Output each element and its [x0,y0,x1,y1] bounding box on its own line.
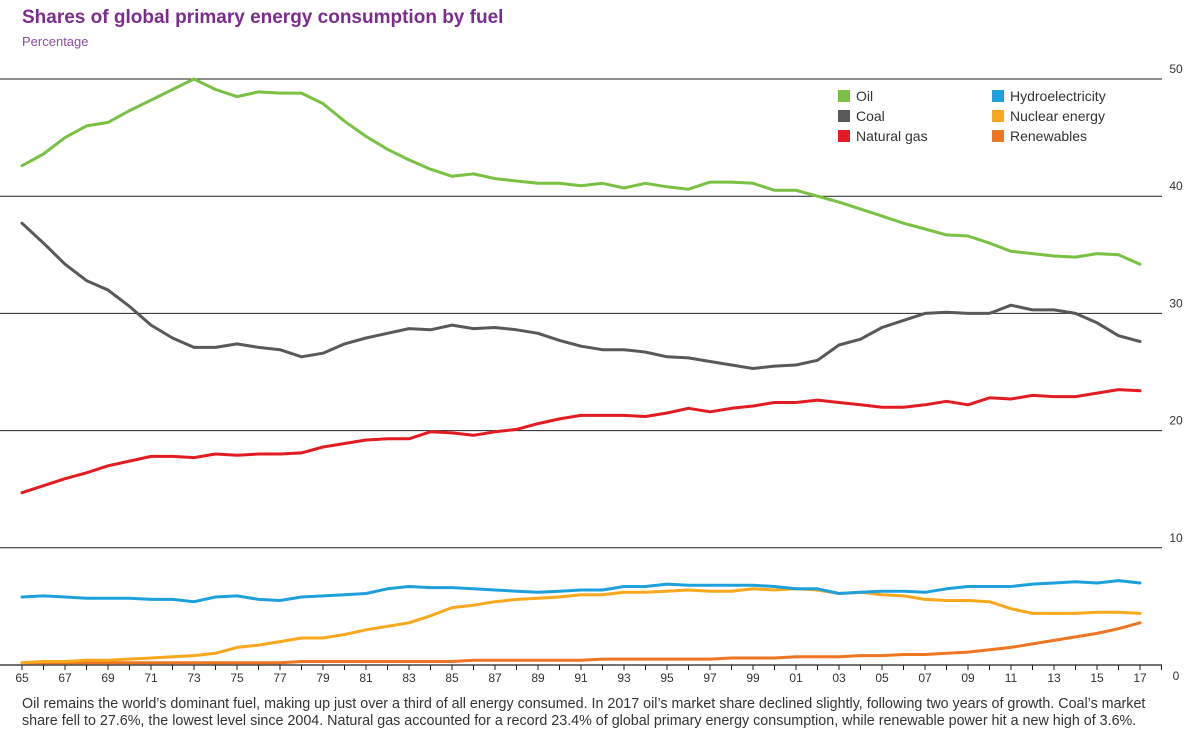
legend-swatch-oil [838,90,850,102]
chart-caption: Oil remains the world’s dominant fuel, m… [22,696,1146,729]
legend-swatch-hydroelectricity [992,90,1004,102]
legend-label: Nuclear energy [1010,108,1105,124]
x-tick-label: 69 [101,671,115,685]
x-tick-label: 03 [832,671,846,685]
legend-label: Oil [856,88,873,104]
legend-swatch-renewables [992,130,1004,142]
x-tick-label: 85 [445,671,459,685]
y-tick-label: 0 [1173,669,1180,683]
series-line-hydroelectricity [20,579,1142,604]
x-tick-label: 89 [531,671,545,685]
y-axis: 0 10 20 30 40 50 [1169,62,1183,683]
x-tick-label: 67 [58,671,72,685]
x-tick-label: 99 [746,671,760,685]
x-tick-label: 17 [1133,671,1147,685]
legend-label: Hydroelectricity [1010,88,1106,104]
x-tick-label: 09 [961,671,975,685]
chart-title: Shares of global primary energy consumpt… [22,7,504,28]
x-tick-label: 93 [617,671,631,685]
x-tick-label: 81 [359,671,373,685]
legend-label: Renewables [1010,128,1087,144]
y-tick-label: 30 [1169,296,1183,310]
legend-swatch-coal [838,110,850,122]
series-line-coal [20,221,1142,370]
legend: Oil Coal Natural gas Hydroelectricity Nuclea… [838,88,1106,144]
series-line-renewables [20,621,1142,665]
series-line-nuclear-energy [20,587,1142,665]
y-tick-label: 20 [1169,414,1183,428]
x-tick-label: 71 [144,671,158,685]
x-tick-label: 13 [1047,671,1061,685]
x-tick-label: 79 [316,671,330,685]
x-tick-label: 01 [789,671,803,685]
legend-swatch-natural-gas [838,130,850,142]
y-tick-label: 10 [1169,531,1183,545]
x-tick-label: 07 [918,671,932,685]
line-chart: 65 67 69 71 73 75 77 79 81 83 85 87 89 91 93 95 97 99 01 03… [0,62,1183,685]
x-tick-label: 73 [187,671,201,685]
series-line-natural-gas [20,388,1142,495]
x-tick-label: 15 [1090,671,1104,685]
chart-subtitle: Percentage [22,34,89,49]
x-tick-label: 77 [273,671,287,685]
series-line-oil [20,77,1142,266]
x-tick-label: 05 [875,671,889,685]
x-tick-label: 95 [660,671,674,685]
x-tick-label: 91 [574,671,588,685]
gridlines [0,78,1162,666]
series-lines [20,77,1142,665]
y-tick-label: 40 [1169,179,1183,193]
x-tick-label: 87 [488,671,502,685]
x-tick-label: 97 [703,671,717,685]
x-tick-label: 65 [15,671,29,685]
x-axis: 65 67 69 71 73 75 77 79 81 83 85 87 89 91 93 95 97 99 01 03… [15,665,1162,685]
x-tick-label: 83 [402,671,416,685]
legend-label: Natural gas [856,128,928,144]
x-tick-label: 11 [1005,671,1018,685]
legend-label: Coal [856,108,885,124]
y-tick-label: 50 [1169,62,1183,76]
x-tick-label: 75 [230,671,244,685]
legend-swatch-nuclear-energy [992,110,1004,122]
